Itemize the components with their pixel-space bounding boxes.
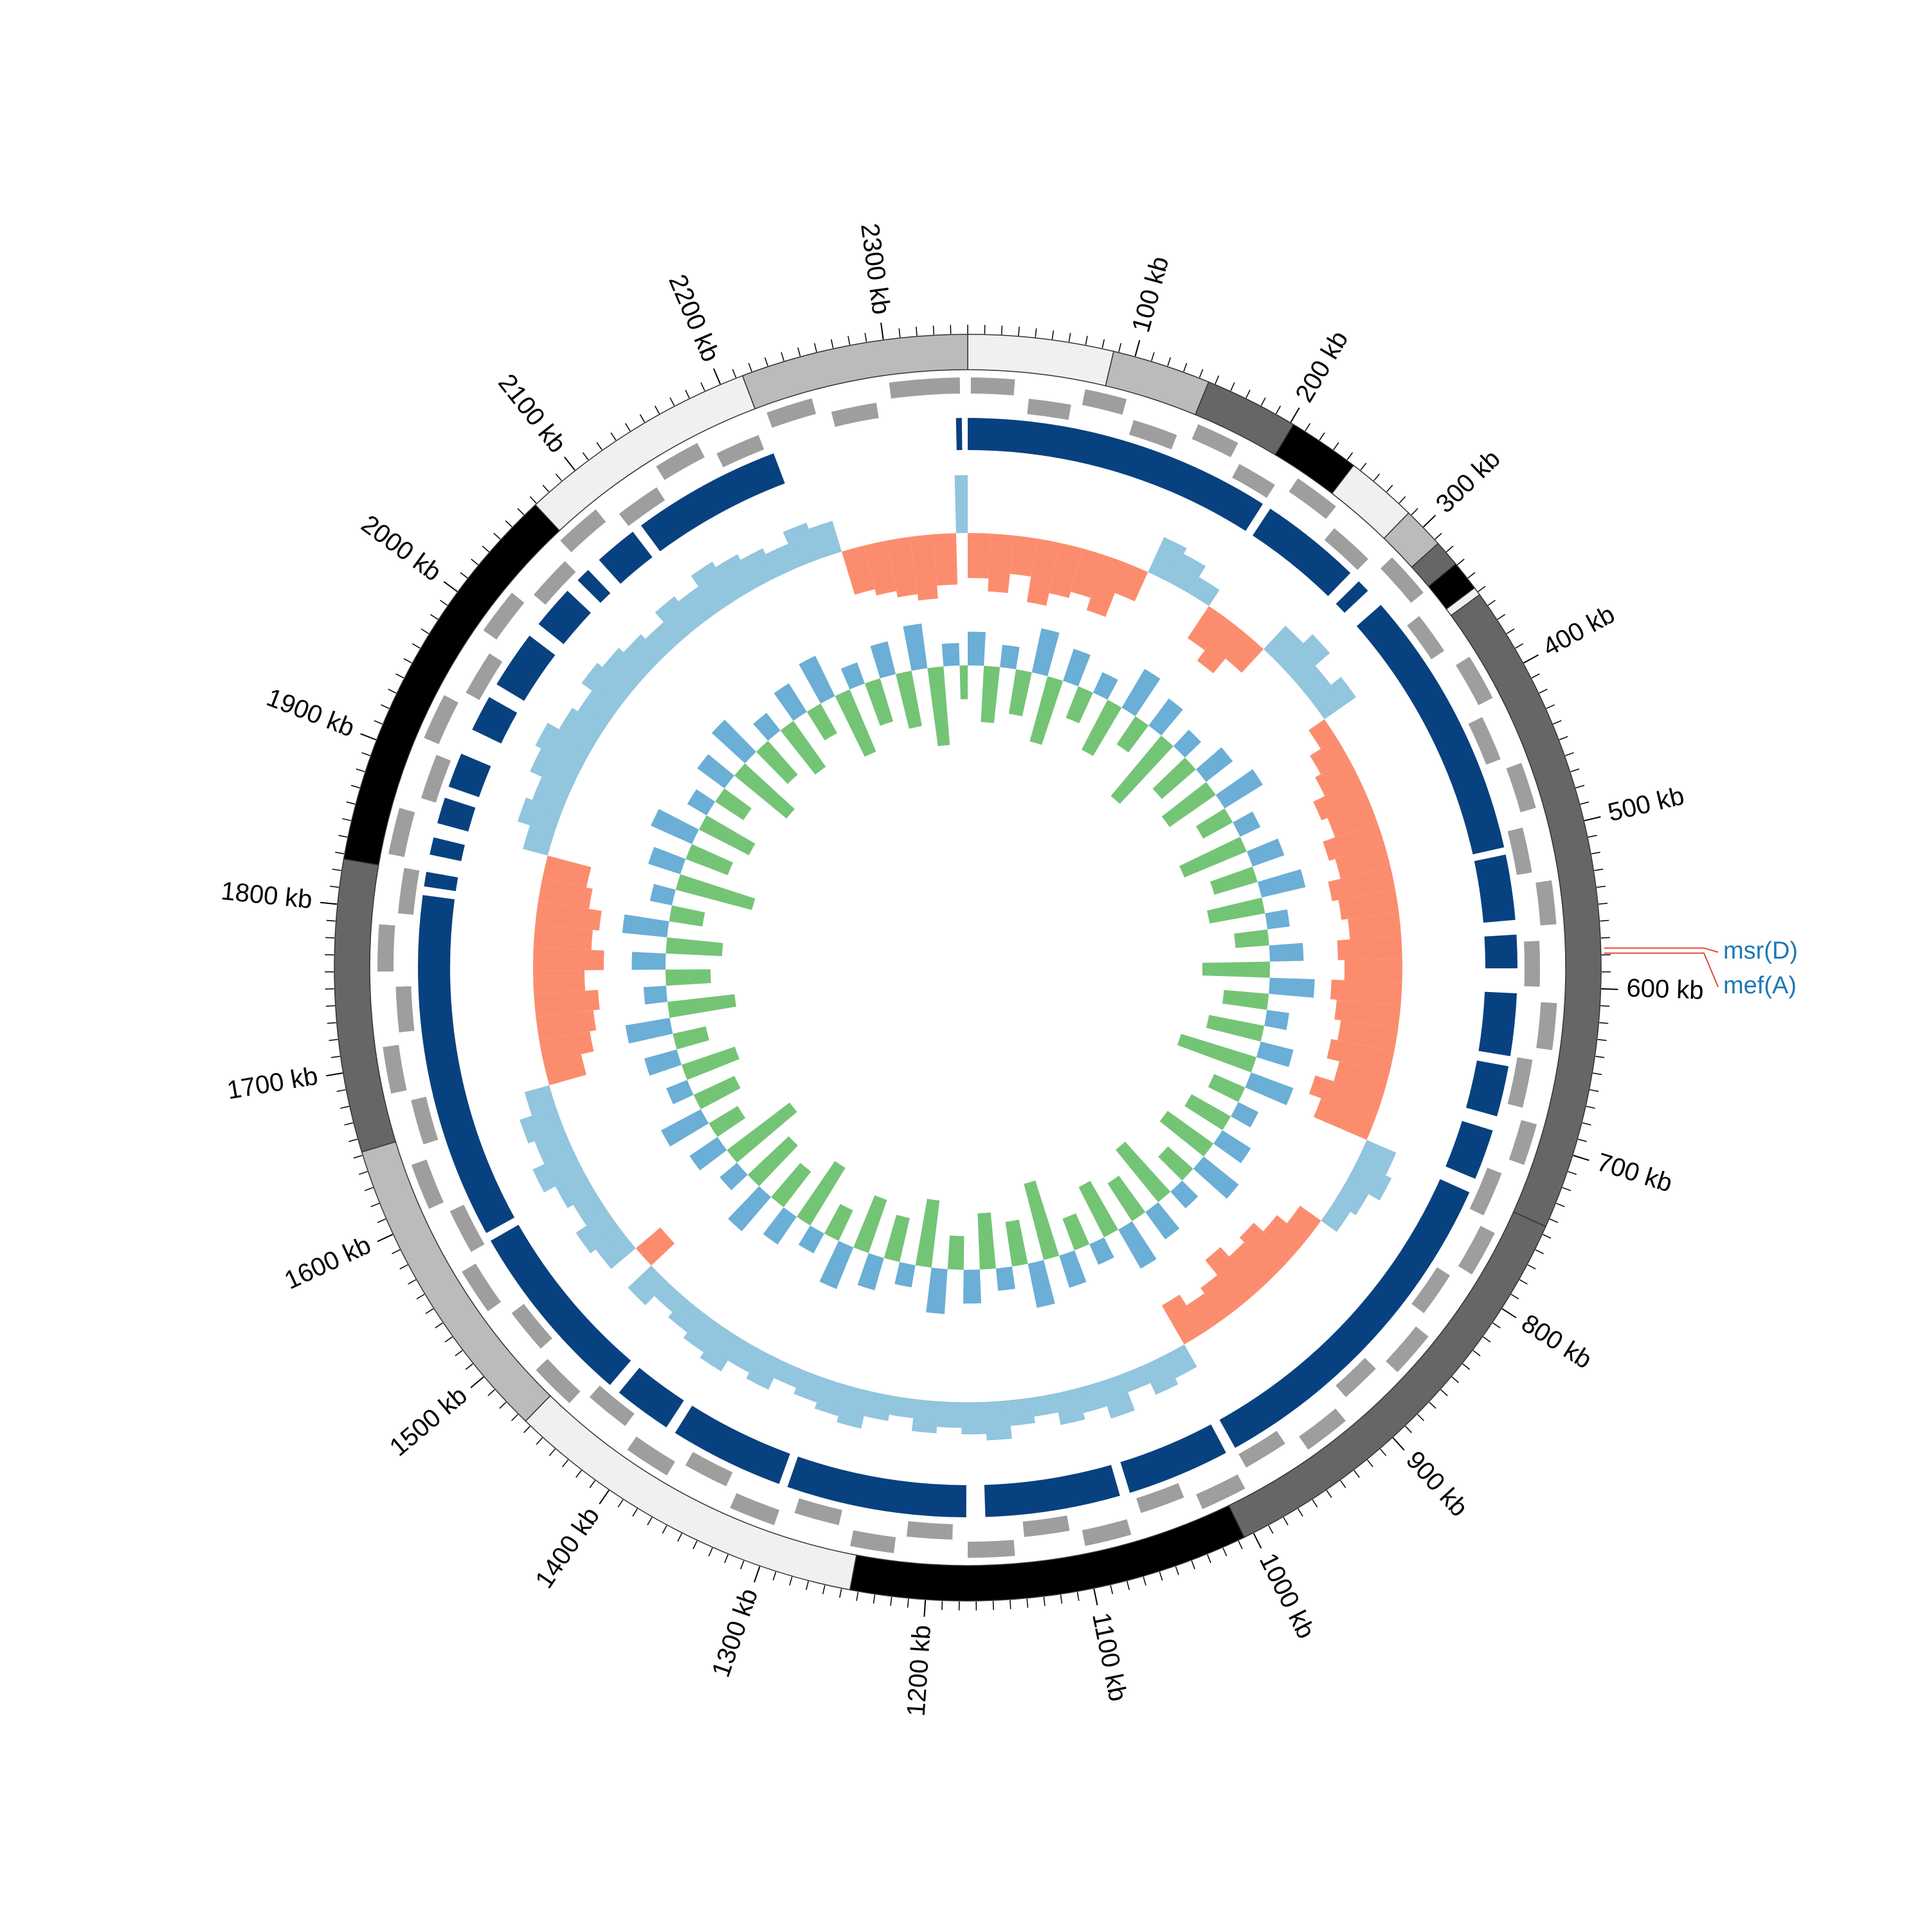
gc-content-bar [996,1267,1015,1291]
resistance-gene-label: msr(D) [1723,937,1798,964]
gc-content-bar [644,986,667,1004]
gene [907,1521,953,1540]
gc-skew-bar [961,1402,986,1434]
minor-tick [1601,937,1610,938]
gc-skew-bar [968,533,991,579]
gc-skew-bar [533,947,604,970]
gc-content-bar [1202,962,1270,978]
minor-tick [993,1601,994,1610]
gc-skew-bar [955,475,968,533]
gc-content-bar [942,643,960,666]
alignment-block [1485,935,1517,969]
gc-content-bar [968,632,986,666]
tick-label: 600 kb [1626,974,1705,1005]
gc-skew-bar [937,1401,962,1427]
minor-tick [325,937,334,938]
gc-content-bar [963,1270,981,1304]
gc-content-bar [948,1236,964,1270]
minor-tick [1010,1600,1011,1609]
gc-content-bar [959,665,968,700]
resistance-gene-label: mef(A) [1723,972,1797,999]
gc-skew-bar [1008,1398,1035,1426]
gc-skew-bar [985,1400,1012,1440]
gc-skew-bar [1345,959,1402,982]
gc-skew-bar [1031,1393,1058,1416]
gc-content-bar [1269,943,1304,962]
gene [377,925,395,972]
alignment-block [1478,992,1517,1056]
gc-content-bar [632,952,666,970]
gene [971,377,1015,395]
gc-skew-bar [933,533,957,586]
minor-tick [942,1601,943,1610]
gc-skew-bar [912,1399,939,1433]
gene [1524,941,1540,986]
gene [968,1540,1015,1558]
gc-skew-bar [889,1396,916,1418]
gc-skew-bar [533,970,585,994]
gc-content-bar [666,970,711,986]
alignment-block [956,418,963,450]
